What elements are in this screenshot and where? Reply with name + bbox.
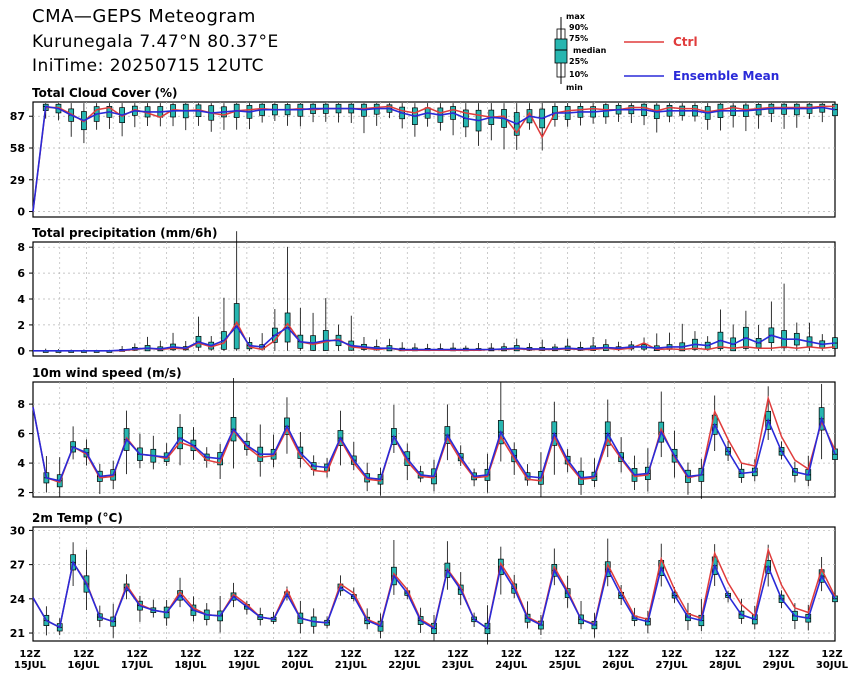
- ctrl-line: [33, 320, 836, 352]
- x-tick-date: 20JUL: [281, 660, 314, 671]
- y-tick-label: 21: [10, 627, 25, 640]
- ensemble-mean-line: [32, 105, 836, 212]
- x-tick-hour: 12Z: [394, 649, 415, 660]
- x-tick-date: 23JUL: [442, 660, 475, 671]
- legend-label: 75%: [569, 34, 588, 43]
- ensemble-box: [793, 103, 800, 116]
- legend-label: 90%: [569, 23, 588, 32]
- x-tick-hour: 12Z: [73, 649, 94, 660]
- x-tick-date: 16JUL: [67, 660, 100, 671]
- y-tick-label: 30: [10, 524, 26, 537]
- x-tick-hour: 12Z: [287, 649, 308, 660]
- ensemble-mean-line: [33, 324, 836, 352]
- y-tick-label: 24: [10, 593, 26, 606]
- ctrl-line: [32, 105, 835, 212]
- legend-label: max: [566, 12, 586, 21]
- y-tick-label: 87: [10, 110, 25, 123]
- panel-title: Total Cloud Cover (%): [32, 86, 178, 100]
- panel-title: 10m wind speed (m/s): [32, 366, 182, 380]
- x-tick-date: 15JUL: [14, 660, 47, 671]
- legend-mean-label: Ensemble Mean: [673, 69, 779, 83]
- y-tick-label: 4: [17, 457, 25, 470]
- y-tick-label: 27: [10, 559, 25, 572]
- ensemble-mean-line: [32, 406, 836, 482]
- y-tick-label: 8: [17, 241, 25, 254]
- init-time-label: IniTime: 20250715 12UTC: [32, 56, 265, 76]
- legend-label: min: [566, 83, 583, 92]
- x-tick-hour: 12Z: [19, 649, 40, 660]
- x-tick-hour: 12Z: [180, 649, 201, 660]
- x-tick-date: 29JUL: [762, 660, 795, 671]
- x-tick-hour: 12Z: [233, 649, 254, 660]
- legend-box-inner: [554, 38, 568, 64]
- y-tick-label: 8: [17, 398, 25, 411]
- x-tick-hour: 12Z: [126, 649, 147, 660]
- y-tick-label: 29: [10, 174, 25, 187]
- y-tick-label: 6: [17, 267, 25, 280]
- meteogram-title: CMA—GEPS Meteogram: [32, 6, 256, 27]
- x-tick-hour: 12Z: [447, 649, 468, 660]
- x-tick-hour: 12Z: [661, 649, 682, 660]
- x-tick-hour: 12Z: [501, 649, 522, 660]
- y-tick-label: 6: [17, 428, 25, 441]
- legend-label: 10%: [569, 70, 588, 79]
- x-tick-date: 26JUL: [602, 660, 635, 671]
- y-tick-label: 0: [17, 206, 25, 219]
- x-tick-hour: 12Z: [714, 649, 735, 660]
- x-tick-date: 22JUL: [388, 660, 421, 671]
- x-tick-date: 30JUL: [816, 660, 849, 671]
- panel-frame: [32, 101, 836, 218]
- panel-title: Total precipitation (mm/6h): [32, 226, 217, 240]
- x-tick-hour: 12Z: [768, 649, 789, 660]
- x-tick-date: 27JUL: [656, 660, 689, 671]
- location-label: Kurunegala 7.47°N 80.37°E: [32, 32, 279, 52]
- y-tick-label: 0: [17, 345, 25, 358]
- x-tick-hour: 12Z: [554, 649, 575, 660]
- x-tick-date: 17JUL: [121, 660, 154, 671]
- y-tick-label: 2: [17, 319, 25, 332]
- ensemble-mean-line: [32, 560, 836, 630]
- x-tick-date: 25JUL: [549, 660, 582, 671]
- x-tick-date: 24JUL: [495, 660, 528, 671]
- legend-label: 25%: [569, 57, 588, 66]
- x-tick-hour: 12Z: [340, 649, 361, 660]
- x-tick-date: 19JUL: [228, 660, 261, 671]
- x-tick-date: 21JUL: [335, 660, 368, 671]
- y-tick-label: 4: [17, 293, 25, 306]
- legend-ctrl-label: Ctrl: [673, 35, 698, 49]
- y-tick-label: 58: [10, 142, 25, 155]
- x-tick-hour: 12Z: [821, 649, 842, 660]
- x-tick-hour: 12Z: [608, 649, 629, 660]
- y-tick-label: 2: [17, 487, 25, 500]
- x-tick-date: 28JUL: [709, 660, 742, 671]
- x-tick-date: 18JUL: [174, 660, 207, 671]
- panel-title: 2m Temp (°C): [32, 511, 123, 525]
- legend-label: median: [573, 46, 607, 55]
